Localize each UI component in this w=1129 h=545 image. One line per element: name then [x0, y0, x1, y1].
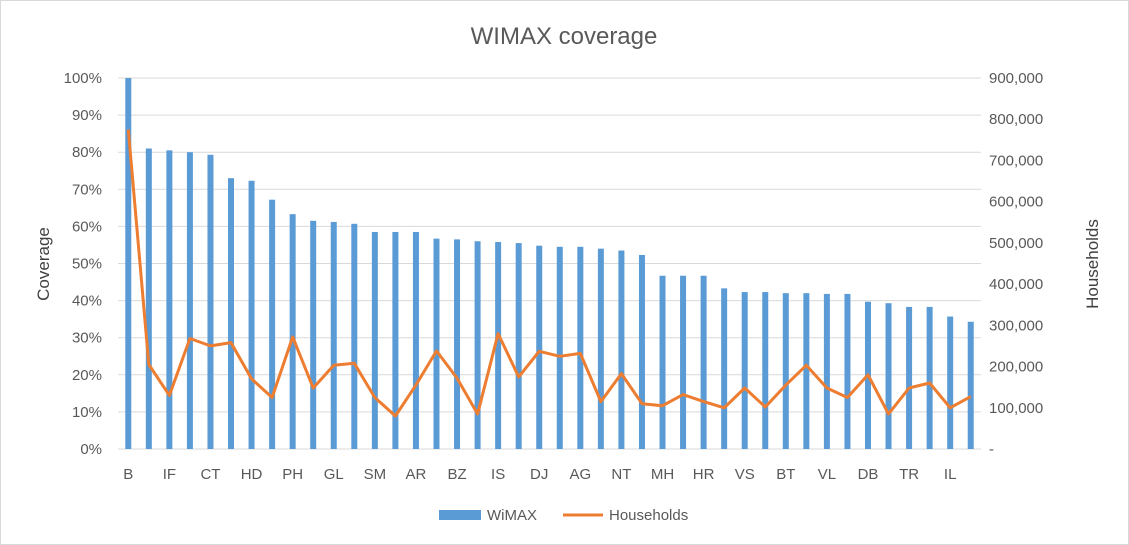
wimax-bar [947, 316, 954, 449]
wimax-bar [618, 250, 625, 449]
x-axis-ticks: B IF CT HD PH GL SM AR BZ IS DJ AG NT MH HR VS BT VL DB TR I… [123, 466, 956, 483]
wimax-bar [310, 220, 317, 449]
wimax-bar [885, 303, 892, 449]
chart-title: WIMAX coverage [471, 23, 658, 50]
x-tick-label: MH [651, 466, 674, 483]
wimax-bar [577, 246, 584, 449]
legend-households-label: Households [609, 507, 688, 524]
y2-tick-label: 200,000 [989, 359, 1043, 376]
wimax-bar [536, 245, 543, 449]
y-tick-label: 0% [80, 441, 102, 458]
x-tick-label: SM [364, 466, 387, 483]
wimax-bar [125, 78, 132, 449]
wimax-bar [762, 292, 769, 449]
wimax-bar [474, 241, 481, 449]
wimax-bar [823, 293, 830, 449]
y-tick-label: 60% [72, 218, 102, 235]
wimax-bar [330, 221, 337, 449]
wimax-bar [906, 306, 913, 449]
wimax-bar [700, 275, 707, 449]
x-tick-label: VL [818, 466, 836, 483]
y-axis-title: Coverage [34, 227, 53, 301]
y-tick-label: 100% [64, 70, 102, 87]
wimax-bar [166, 150, 173, 449]
x-tick-label: B [123, 466, 133, 483]
wimax-bar [680, 275, 687, 449]
wimax-bar [803, 293, 810, 449]
x-tick-label: NT [611, 466, 631, 483]
y2-axis-title: Households [1083, 219, 1102, 309]
legend-wimax-swatch [439, 510, 481, 520]
wimax-bar [782, 293, 789, 449]
wimax-bar [844, 293, 851, 449]
y2-tick-label: 900,000 [989, 70, 1043, 87]
wimax-bar [926, 306, 933, 449]
wimax-bar [228, 178, 235, 450]
wimax-bar [269, 199, 276, 449]
legend: WiMAX Households [439, 507, 688, 524]
x-tick-label: IF [163, 466, 176, 483]
y-tick-label: 80% [72, 144, 102, 161]
wimax-bars [125, 78, 974, 450]
wimax-bar [351, 223, 358, 449]
wimax-bar [433, 238, 440, 449]
wimax-bar [248, 180, 255, 449]
x-tick-label: PH [282, 466, 303, 483]
y2-tick-label: 700,000 [989, 152, 1043, 169]
y2-tick-label: 600,000 [989, 194, 1043, 211]
wimax-bar [556, 246, 563, 449]
wimax-bar [145, 148, 152, 450]
wimax-bar [659, 275, 666, 449]
x-tick-label: AR [406, 466, 427, 483]
x-tick-label: HR [693, 466, 715, 483]
x-tick-label: BT [776, 466, 795, 483]
y-tick-label: 30% [72, 330, 102, 347]
households-line-layer [126, 129, 972, 418]
x-tick-label: VS [735, 466, 755, 483]
x-tick-label: IS [491, 466, 505, 483]
x-tick-label: TR [899, 466, 919, 483]
wimax-bar [597, 248, 604, 449]
x-tick-label: HD [241, 466, 263, 483]
y-tick-label: 50% [72, 256, 102, 273]
wimax-bar [967, 321, 974, 449]
x-tick-label: DJ [530, 466, 548, 483]
wimax-bar [207, 154, 214, 449]
wimax-bar [495, 241, 502, 449]
wimax-bar [371, 231, 378, 449]
x-tick-label: GL [324, 466, 344, 483]
wimax-bar [392, 231, 399, 449]
wimax-bar [186, 152, 193, 449]
wimax-bar [638, 254, 645, 449]
y-tick-label: 70% [72, 181, 102, 198]
wimax-bar [515, 243, 522, 449]
wimax-bar [412, 231, 419, 449]
y2-tick-label: 400,000 [989, 276, 1043, 293]
y2-tick-label: 500,000 [989, 235, 1043, 252]
x-tick-label: DB [858, 466, 879, 483]
y-tick-label: 40% [72, 293, 102, 310]
y2-tick-label: 800,000 [989, 111, 1043, 128]
legend-wimax-label: WiMAX [487, 507, 537, 524]
y2-tick-label: 100,000 [989, 400, 1043, 417]
y2-tick-label: - [989, 441, 994, 458]
left-axis-ticks: 0% 10% 20% 30% 40% 50% 60% 70% 80% 90% 100% [64, 70, 102, 458]
wimax-bar [289, 214, 296, 449]
wimax-bar [741, 292, 748, 449]
households-line [126, 129, 972, 418]
y-tick-label: 90% [72, 107, 102, 124]
gridlines [118, 77, 981, 450]
x-tick-label: AG [569, 466, 591, 483]
x-tick-label: IL [944, 466, 957, 483]
wimax-bar [721, 288, 728, 449]
right-axis-ticks: - 100,000 200,000 300,000 400,000 500,000 600,… [989, 70, 1043, 458]
wimax-bar [454, 239, 461, 449]
y-tick-label: 10% [72, 404, 102, 421]
y-tick-label: 20% [72, 367, 102, 384]
x-tick-label: CT [200, 466, 220, 483]
x-tick-label: BZ [447, 466, 466, 483]
y2-tick-label: 300,000 [989, 317, 1043, 334]
